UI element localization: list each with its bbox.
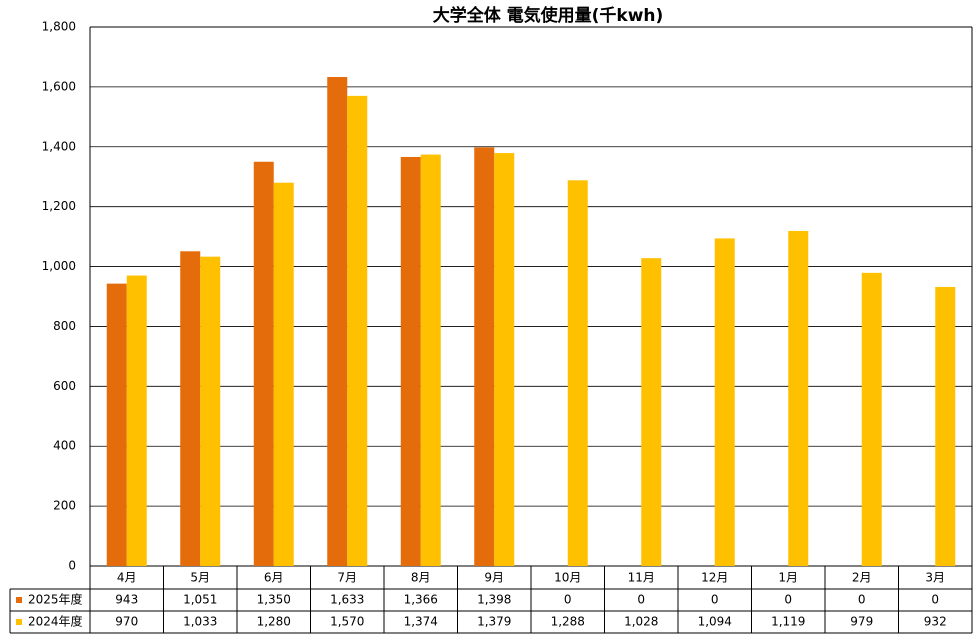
bar — [347, 95, 368, 566]
legend-label: 2025年度 — [28, 592, 83, 607]
value-label: 1,350 — [257, 593, 291, 607]
value-label: 1,094 — [698, 615, 732, 629]
value-label: 943 — [115, 593, 138, 607]
bar — [788, 230, 809, 566]
x-tick-label: 6月 — [264, 571, 284, 585]
bar — [126, 275, 147, 566]
value-label: 1,633 — [330, 593, 364, 607]
bar — [641, 258, 662, 566]
x-tick-label: 3月 — [925, 571, 945, 585]
bar — [861, 272, 882, 566]
y-tick-label: 600 — [53, 379, 76, 393]
bar — [420, 154, 441, 566]
legend-swatch — [16, 597, 22, 603]
value-label: 1,028 — [624, 615, 658, 629]
x-tick-label: 9月 — [484, 571, 504, 585]
value-label: 0 — [858, 593, 866, 607]
x-tick-label: 11月 — [628, 571, 655, 585]
y-tick-label: 800 — [53, 319, 76, 333]
value-label: 0 — [637, 593, 645, 607]
bar — [567, 180, 588, 566]
bar — [106, 283, 127, 566]
chart-title: 大学全体 電気使用量(千kwh) — [433, 5, 664, 26]
value-label: 979 — [850, 615, 873, 629]
bar — [935, 286, 956, 566]
y-tick-label: 0 — [68, 559, 76, 573]
x-tick-label: 5月 — [190, 571, 210, 585]
legend-swatch — [16, 619, 22, 625]
bar — [253, 161, 274, 566]
y-tick-label: 1,000 — [42, 259, 76, 273]
y-tick-label: 400 — [53, 439, 76, 453]
y-tick-label: 200 — [53, 499, 76, 513]
value-label: 1,051 — [183, 593, 217, 607]
value-label: 1,033 — [183, 615, 217, 629]
value-label: 0 — [931, 593, 939, 607]
x-tick-label: 7月 — [337, 571, 357, 585]
bar — [494, 153, 515, 567]
bar — [714, 238, 735, 566]
bar — [200, 256, 221, 566]
bar — [180, 251, 201, 567]
bar — [474, 147, 495, 567]
x-tick-label: 2月 — [852, 571, 872, 585]
y-tick-label: 1,800 — [42, 20, 76, 34]
value-label: 1,366 — [404, 593, 438, 607]
value-label: 1,119 — [771, 615, 805, 629]
value-label: 932 — [924, 615, 947, 629]
value-label: 0 — [784, 593, 792, 607]
value-label: 1,374 — [404, 615, 438, 629]
value-label: 1,570 — [330, 615, 364, 629]
legend-label: 2024年度 — [28, 614, 83, 629]
value-label: 0 — [711, 593, 719, 607]
y-tick-label: 1,200 — [42, 199, 76, 213]
x-tick-label: 8月 — [411, 571, 431, 585]
x-tick-label: 10月 — [554, 571, 581, 585]
x-tick-label: 1月 — [778, 571, 798, 585]
value-label: 1,398 — [477, 593, 511, 607]
value-label: 0 — [564, 593, 572, 607]
bar — [400, 156, 421, 566]
value-label: 970 — [115, 615, 138, 629]
x-tick-label: 12月 — [701, 571, 728, 585]
bar — [327, 77, 348, 566]
bar — [273, 182, 294, 566]
value-label: 1,379 — [477, 615, 511, 629]
value-label: 1,280 — [257, 615, 291, 629]
x-tick-label: 4月 — [117, 571, 137, 585]
y-tick-label: 1,400 — [42, 139, 76, 153]
value-label: 1,288 — [551, 615, 585, 629]
y-tick-label: 1,600 — [42, 79, 76, 93]
